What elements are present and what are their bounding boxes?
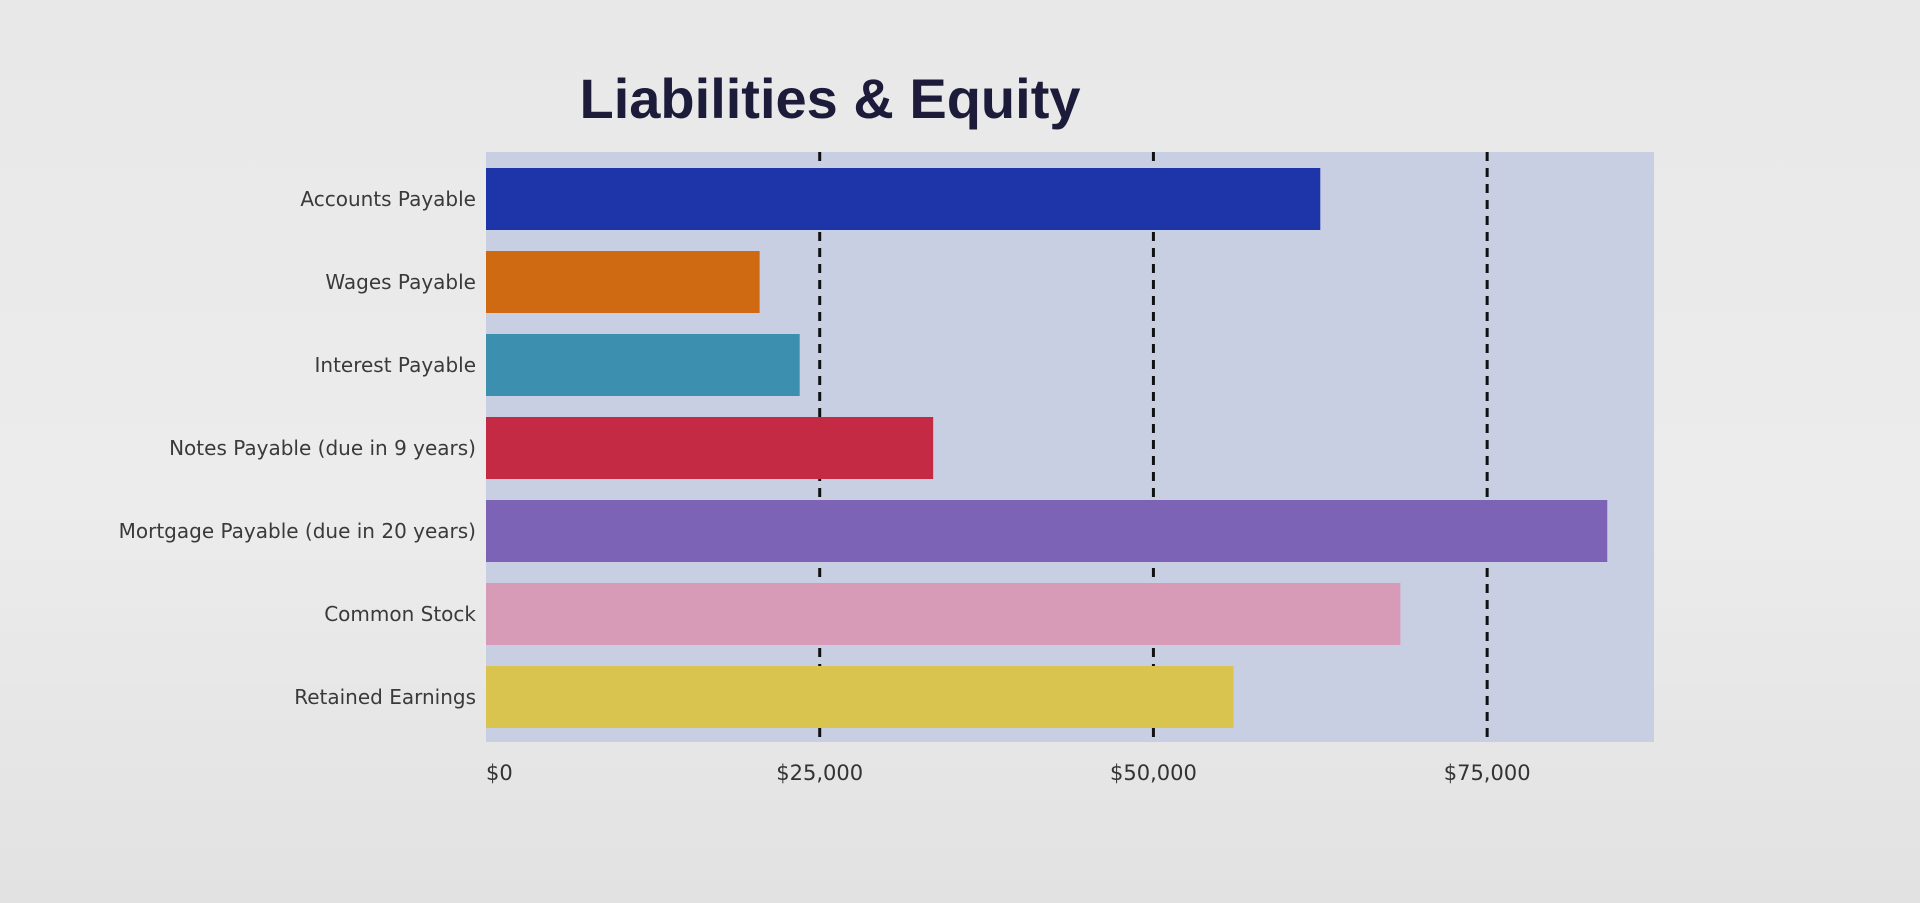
bar-6 — [486, 583, 1401, 645]
category-label-7: Retained Earnings — [294, 685, 476, 709]
category-label-5: Mortgage Payable (due in 20 years) — [119, 519, 476, 543]
bar-4 — [486, 417, 934, 479]
category-label-6: Common Stock — [324, 602, 476, 626]
category-label-3: Interest Payable — [315, 353, 477, 377]
x-tick-label-4: $75,000 — [1444, 761, 1531, 785]
category-labels: Accounts Payable Wages Payable Interest Pa… — [119, 187, 477, 709]
bar-3 — [486, 334, 800, 396]
chart-title: Liabilities & Equity — [580, 67, 1081, 130]
x-axis-tick-labels: $0 $25,000 $50,000 $75,000 — [486, 761, 1531, 785]
bar-5 — [486, 500, 1608, 562]
bar-7 — [486, 666, 1234, 728]
category-label-4: Notes Payable (due in 9 years) — [169, 436, 476, 460]
category-label-2: Wages Payable — [325, 270, 476, 294]
bar-2 — [486, 251, 760, 313]
bars — [486, 168, 1608, 728]
category-label-1: Accounts Payable — [300, 187, 476, 211]
bar-1 — [486, 168, 1321, 230]
x-tick-label-3: $50,000 — [1110, 761, 1197, 785]
x-tick-label-1: $0 — [486, 761, 513, 785]
x-tick-label-2: $25,000 — [776, 761, 863, 785]
